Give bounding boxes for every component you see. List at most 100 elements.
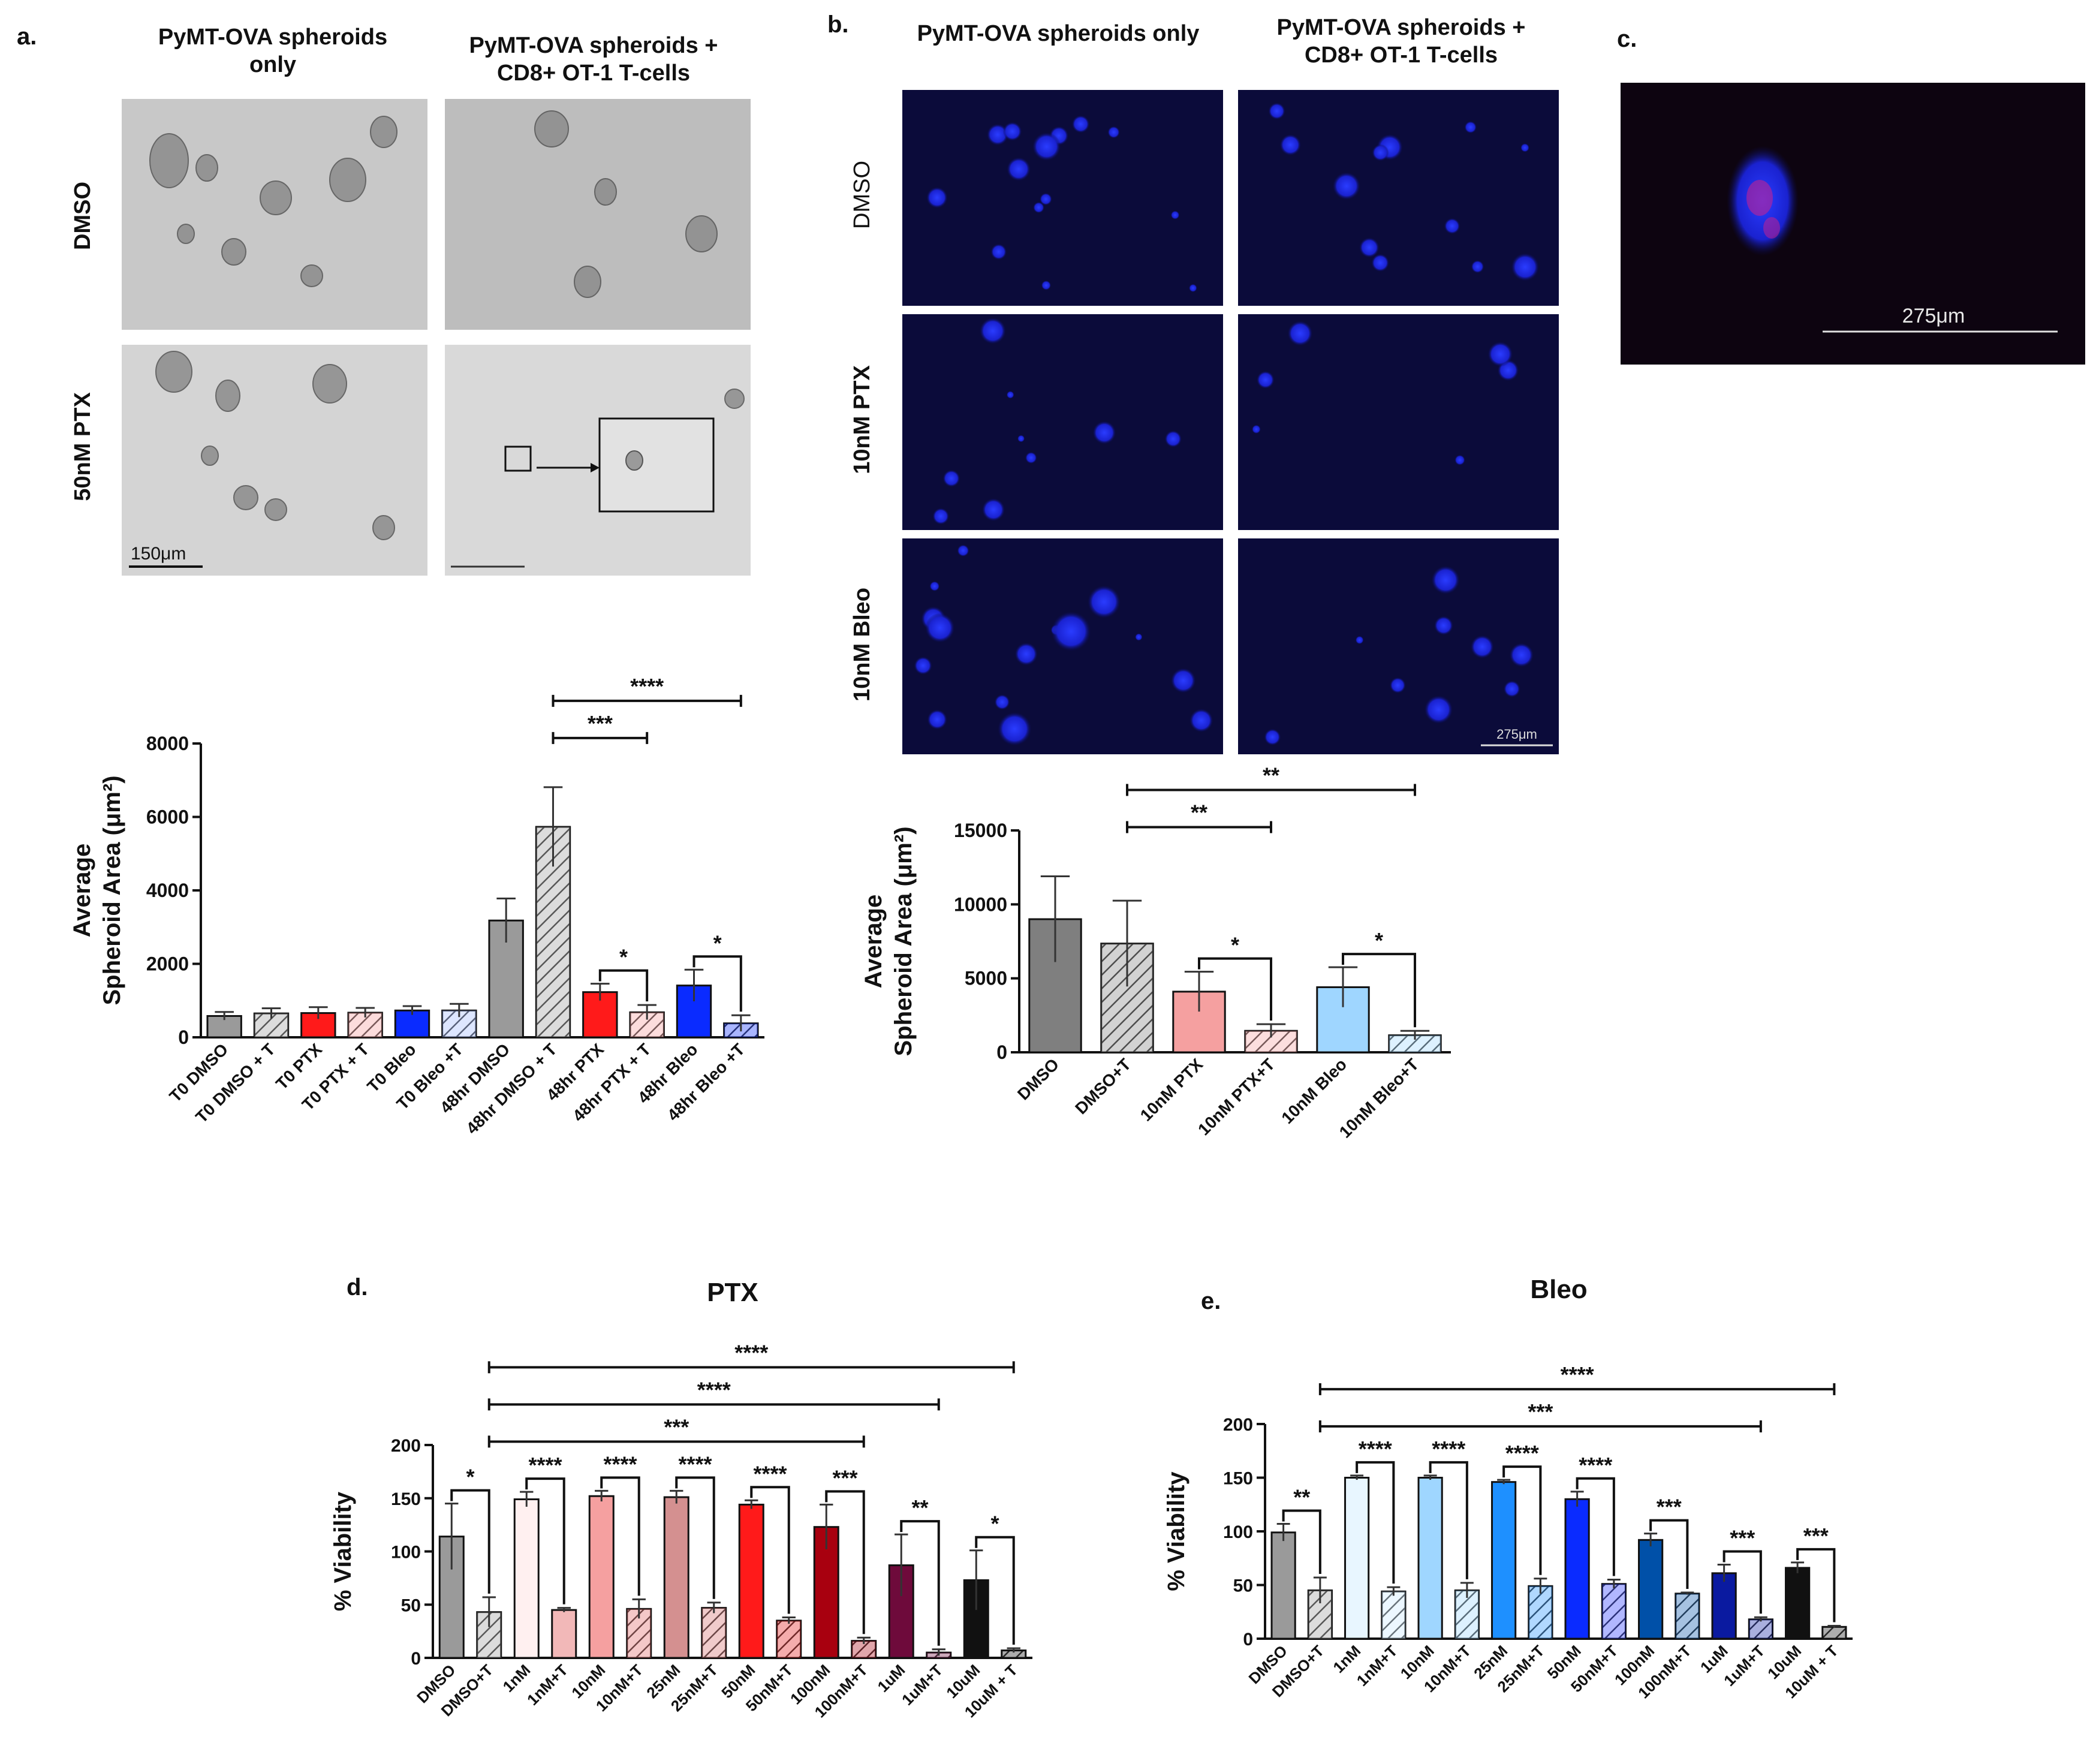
y-tick-label: 0 (996, 1041, 1007, 1063)
spheroid-blob (990, 243, 1007, 260)
spheroid-blob (1371, 254, 1390, 272)
tcell-signal (1763, 217, 1780, 239)
significance-label: *** (1730, 1525, 1755, 1550)
y-axis-label: % Viability (1163, 1471, 1189, 1591)
spheroid-blob (1509, 643, 1534, 667)
spheroid-blob (1188, 284, 1197, 293)
zoomed-cell (625, 450, 643, 471)
significance-label: ** (1293, 1485, 1310, 1509)
category-label: 10nM Bleo (1278, 1055, 1350, 1127)
significance-label: * (1231, 933, 1239, 958)
spheroid-blob (1470, 635, 1494, 659)
fluorescence-image (902, 314, 1223, 530)
spheroid-blob (1041, 280, 1052, 290)
spheroid-blob (1007, 157, 1031, 181)
spheroid-blob (925, 613, 955, 643)
spheroid-blob (1444, 218, 1460, 234)
category-label: 10nM PTX+T (1194, 1055, 1278, 1139)
spheroid-blob (1424, 695, 1453, 724)
panel-a-images: 150μm (122, 99, 751, 576)
y-tick-label: 4000 (146, 880, 189, 901)
significance-bracket (450, 1489, 490, 1594)
bar (1344, 1477, 1370, 1640)
spheroid-blob (1017, 435, 1025, 442)
significance-bracket (675, 1476, 715, 1599)
spheroid-blob (1268, 103, 1285, 120)
bar-tint (1822, 1627, 1846, 1639)
significance-bracket (598, 969, 649, 1002)
fluorescence-image (1238, 90, 1559, 306)
bar (1381, 1590, 1407, 1640)
spheroid-blob (1071, 115, 1090, 133)
fluorescence-image (902, 90, 1223, 306)
significance-label: ** (1191, 800, 1207, 824)
significance-label: **** (1359, 1437, 1392, 1461)
panel-b-row-bleo: 10nM Bleo (850, 588, 875, 702)
spheroid-blob (1039, 192, 1052, 206)
significance-bracket (1576, 1477, 1615, 1576)
significance-bracket (1722, 1550, 1762, 1614)
bar (701, 1607, 727, 1659)
bar (1601, 1583, 1627, 1640)
category-label: 1nM+T (523, 1661, 571, 1709)
spheroid-blob (1256, 371, 1275, 389)
significance-label: * (466, 1465, 474, 1489)
bar (663, 1496, 689, 1659)
significance-label: **** (1432, 1437, 1465, 1461)
spheroid-blob (1434, 616, 1453, 636)
category-label: DMSO (1014, 1055, 1062, 1103)
spheroid-blob (1087, 585, 1121, 619)
bar (1711, 1572, 1737, 1640)
zoom-source-box (504, 445, 532, 472)
bar-tint (1749, 1619, 1773, 1639)
bar (551, 1609, 577, 1659)
spheroid-blob (1454, 454, 1465, 466)
spheroid-blob (1170, 667, 1196, 693)
zoom-arrowhead (591, 463, 600, 472)
spheroid-blob (927, 709, 947, 730)
significance-label: * (990, 1512, 999, 1536)
panel-b-row-ptx: 10nM PTX (850, 365, 875, 474)
spheroid-blob (1025, 451, 1037, 464)
bar-tint (1381, 1591, 1405, 1639)
panel-b-images (902, 90, 1559, 754)
chart-panel-a: 0 2000 4000 6000 8000 Average Spheroid Area (μ… (69, 674, 764, 1138)
spheroid-blob (1032, 132, 1061, 161)
significance-label: **** (528, 1453, 562, 1477)
category-label: 1uM+T (898, 1661, 946, 1709)
panel-c-image (1621, 83, 2085, 365)
tcell-signal (1746, 180, 1773, 216)
bar (1417, 1477, 1443, 1640)
panel-e-letter: e. (1201, 1288, 1221, 1314)
chart-panel-b: 0 5000 10000 15000 Average Spheroid Area (μm²… (860, 763, 1451, 1142)
significance-label: **** (734, 1340, 768, 1365)
significance-label: * (1375, 928, 1383, 953)
significance-bracket (975, 1536, 1015, 1645)
fluorescence-image (1238, 314, 1559, 530)
bar (776, 1619, 802, 1659)
significance-label: **** (678, 1452, 712, 1476)
spheroid-blob (926, 186, 948, 209)
panel-c-letter: c. (1617, 26, 1637, 52)
significance-bracket (600, 1476, 640, 1596)
spheroid-blob (1359, 237, 1380, 258)
y-axis-label: Average Spheroid Area (μm²) (860, 826, 917, 1056)
y-tick-label: 0 (1243, 1630, 1253, 1649)
spheroid-blob (1503, 680, 1520, 697)
y-axis-label: Average Spheroid Area (μm²) (69, 775, 125, 1005)
bar-tint (1602, 1584, 1626, 1639)
significance-bracket (900, 1520, 940, 1646)
spheroid-blob (932, 508, 950, 525)
significance-label: **** (603, 1452, 637, 1476)
y-tick-label: 150 (391, 1489, 421, 1509)
bar-tint (1675, 1593, 1699, 1639)
spheroid-blob (1279, 134, 1302, 156)
brightfield-image (445, 99, 751, 330)
y-tick-label: 0 (411, 1649, 421, 1669)
spheroid-blob (1264, 729, 1281, 746)
spheroid-blob (1332, 172, 1361, 200)
y-tick-label: 8000 (146, 733, 189, 754)
